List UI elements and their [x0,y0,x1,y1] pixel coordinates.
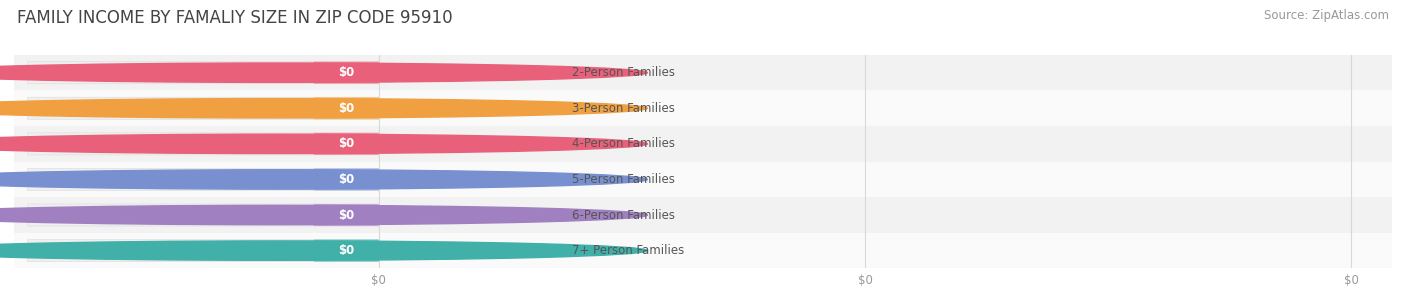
Circle shape [0,99,647,118]
Circle shape [0,134,647,153]
Text: 6-Person Families: 6-Person Families [572,209,675,221]
Bar [14,55,1392,91]
FancyBboxPatch shape [314,168,378,190]
FancyBboxPatch shape [28,62,378,84]
Text: 7+ Person Families: 7+ Person Families [572,244,685,257]
Bar [14,233,1392,268]
Bar [14,162,1392,197]
FancyBboxPatch shape [314,133,378,155]
Circle shape [0,241,647,260]
FancyBboxPatch shape [28,204,378,226]
Text: 5-Person Families: 5-Person Families [572,173,675,186]
Bar [14,197,1392,233]
Text: $0: $0 [339,137,354,150]
Bar [14,126,1392,162]
Text: FAMILY INCOME BY FAMALIY SIZE IN ZIP CODE 95910: FAMILY INCOME BY FAMALIY SIZE IN ZIP COD… [17,9,453,27]
FancyBboxPatch shape [28,168,378,190]
FancyBboxPatch shape [314,204,378,226]
Text: $0: $0 [339,209,354,221]
Text: $0: $0 [339,173,354,186]
FancyBboxPatch shape [314,62,378,84]
Text: $0: $0 [339,244,354,257]
Circle shape [0,170,647,189]
Bar [14,91,1392,126]
Text: 4-Person Families: 4-Person Families [572,137,675,150]
FancyBboxPatch shape [28,97,378,119]
Text: $0: $0 [339,102,354,115]
Text: $0: $0 [339,66,354,79]
FancyBboxPatch shape [28,133,378,155]
FancyBboxPatch shape [314,240,378,262]
Circle shape [0,205,647,225]
Text: Source: ZipAtlas.com: Source: ZipAtlas.com [1264,9,1389,22]
Circle shape [0,63,647,82]
FancyBboxPatch shape [314,97,378,119]
Text: 3-Person Families: 3-Person Families [572,102,675,115]
Text: 2-Person Families: 2-Person Families [572,66,675,79]
FancyBboxPatch shape [28,240,378,262]
